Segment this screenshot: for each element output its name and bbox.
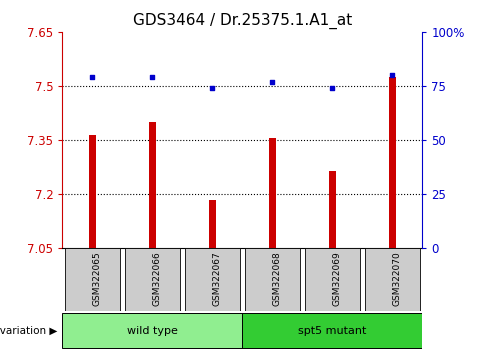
Point — [328, 85, 336, 91]
Bar — [125, 248, 180, 311]
Title: GDS3464 / Dr.25375.1.A1_at: GDS3464 / Dr.25375.1.A1_at — [133, 13, 352, 29]
Point — [88, 74, 96, 80]
Bar — [329, 171, 336, 248]
Text: genotype/variation ▶: genotype/variation ▶ — [0, 326, 58, 336]
Text: GSM322065: GSM322065 — [92, 251, 101, 306]
Bar — [89, 135, 96, 248]
Text: GSM322069: GSM322069 — [332, 251, 341, 306]
Bar — [65, 248, 120, 311]
Text: spt5 mutant: spt5 mutant — [298, 326, 367, 336]
Bar — [389, 77, 396, 248]
Bar — [149, 122, 156, 248]
Bar — [62, 313, 242, 348]
Bar — [245, 248, 300, 311]
Text: wild type: wild type — [127, 326, 178, 336]
Bar — [185, 248, 240, 311]
Point — [149, 74, 156, 80]
Text: GSM322070: GSM322070 — [392, 251, 401, 306]
Bar — [209, 200, 216, 248]
Text: GSM322067: GSM322067 — [212, 251, 221, 306]
Bar — [365, 248, 420, 311]
Point — [268, 79, 276, 85]
Bar — [305, 248, 360, 311]
Bar — [269, 138, 276, 248]
Bar — [242, 313, 422, 348]
Point — [208, 85, 216, 91]
Point — [388, 72, 396, 78]
Text: GSM322066: GSM322066 — [153, 251, 161, 306]
Text: GSM322068: GSM322068 — [272, 251, 281, 306]
